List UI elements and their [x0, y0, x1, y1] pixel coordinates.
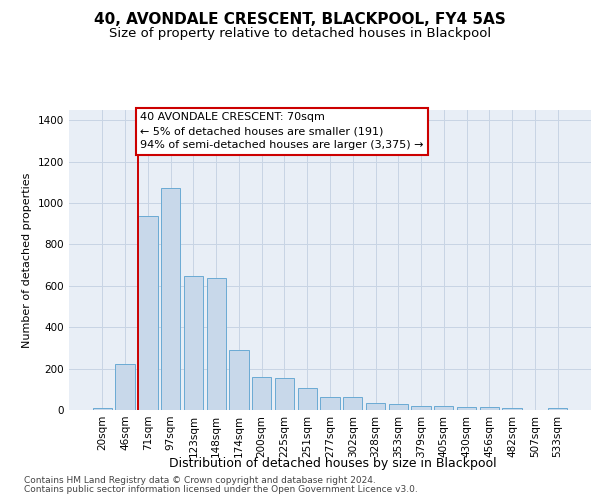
Bar: [138, 216, 158, 410]
Bar: [412, 406, 431, 410]
Text: Contains HM Land Registry data © Crown copyright and database right 2024.: Contains HM Land Registry data © Crown c…: [24, 476, 376, 485]
Bar: [298, 388, 317, 410]
Text: 40 AVONDALE CRESCENT: 70sqm
← 5% of detached houses are smaller (191)
94% of sem: 40 AVONDALE CRESCENT: 70sqm ← 5% of deta…: [140, 112, 424, 150]
Bar: [93, 408, 112, 410]
Bar: [502, 408, 522, 410]
Bar: [115, 364, 135, 410]
Bar: [275, 378, 294, 410]
Bar: [206, 278, 226, 410]
Bar: [161, 188, 181, 410]
Bar: [343, 396, 362, 410]
Y-axis label: Number of detached properties: Number of detached properties: [22, 172, 32, 348]
Text: Distribution of detached houses by size in Blackpool: Distribution of detached houses by size …: [169, 458, 497, 470]
Bar: [184, 276, 203, 410]
Bar: [366, 403, 385, 410]
Text: 40, AVONDALE CRESCENT, BLACKPOOL, FY4 5AS: 40, AVONDALE CRESCENT, BLACKPOOL, FY4 5A…: [94, 12, 506, 28]
Bar: [457, 407, 476, 410]
Bar: [548, 408, 567, 410]
Bar: [479, 407, 499, 410]
Bar: [434, 406, 454, 410]
Bar: [229, 350, 248, 410]
Bar: [389, 404, 408, 410]
Text: Size of property relative to detached houses in Blackpool: Size of property relative to detached ho…: [109, 28, 491, 40]
Text: Contains public sector information licensed under the Open Government Licence v3: Contains public sector information licen…: [24, 485, 418, 494]
Bar: [252, 377, 271, 410]
Bar: [320, 396, 340, 410]
